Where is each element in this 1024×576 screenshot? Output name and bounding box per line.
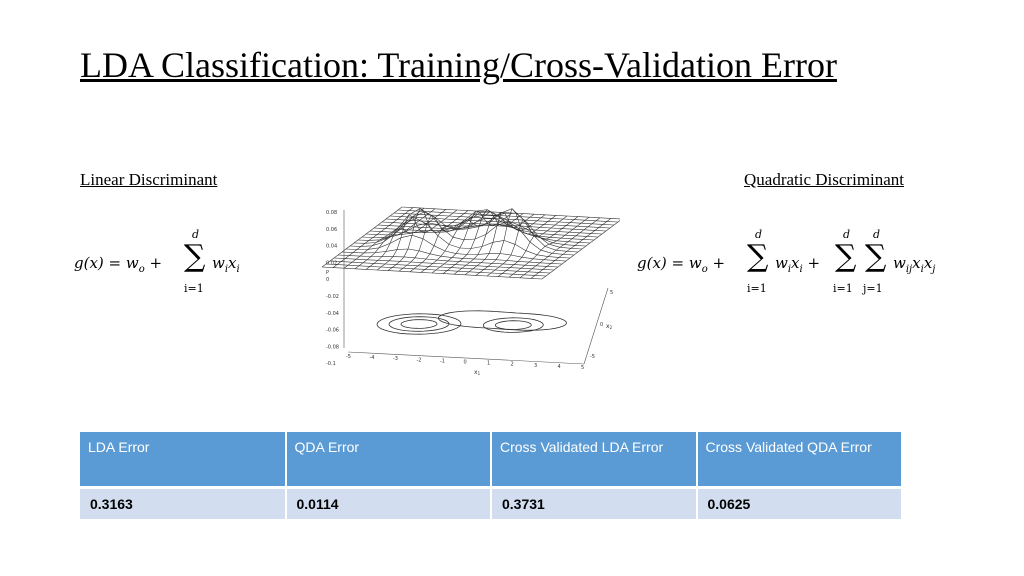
header-cv-qda-error: Cross Validated QDA Error [696, 432, 903, 489]
value-cv-qda-error: 0.0625 [696, 487, 903, 519]
mesh-line [385, 218, 607, 232]
error-table: LDA Error QDA Error Cross Validated LDA … [80, 432, 903, 519]
z-tick-label: -0.1 [326, 361, 336, 367]
contour-line [494, 320, 532, 330]
x-axis-label: x1 [474, 369, 481, 376]
quad-sum2-bottom: i=1 [833, 282, 853, 295]
surface-plot-figure: 0.08 0.06 0.04 0.02 0 -0.02 -0.04 -0.06 -0.08 -0.… [322, 206, 620, 376]
z-tick-label: -0.04 [326, 311, 339, 317]
mesh-line [442, 209, 524, 274]
mesh-line [381, 221, 603, 235]
table-header-row: LDA Error QDA Error Cross Validated LDA … [80, 432, 903, 489]
slide-title: LDA Classification: Training/Cross-Valid… [80, 45, 837, 85]
plot-axes [343, 210, 609, 365]
mesh-line [393, 212, 615, 226]
contour-lines [376, 310, 567, 335]
x-tick-label: -1 [440, 358, 445, 364]
linear-sum-bottom: i=1 [184, 282, 204, 295]
value-cv-lda-error: 0.3731 [491, 487, 698, 519]
quad-sum3-bottom: j=1 [863, 282, 883, 295]
header-cv-lda-error: Cross Validated LDA Error [491, 432, 698, 489]
quad-sum1-bottom: i=1 [747, 282, 767, 295]
linear-sum-top: d [192, 228, 200, 241]
axis-line [583, 287, 609, 365]
quad-sum1-top: d [755, 228, 763, 241]
mesh-line [497, 216, 579, 277]
z-tick-label: -0.02 [326, 294, 339, 300]
contour-line [482, 317, 544, 333]
z-tick-label: 0.04 [326, 244, 337, 250]
quad-sum2-symbol: ∑ [835, 239, 857, 274]
linear-sum-symbol: ∑ [184, 239, 206, 274]
y-tick-label: 0 [600, 322, 603, 328]
table-row: 0.3163 0.0114 0.3731 0.0625 [80, 487, 903, 519]
x-tick-label: 5 [581, 365, 584, 371]
contour-line [376, 313, 462, 335]
quad-sum3-top: d [873, 228, 881, 241]
mesh-line [345, 234, 567, 262]
mesh-line [401, 206, 620, 220]
z-tick-label: -0.08 [326, 344, 339, 350]
mesh-line [519, 217, 601, 279]
z-tick-label: 0 [326, 277, 329, 283]
linear-plus: + [149, 254, 163, 272]
surface-mesh [322, 206, 620, 280]
quad-sum1-symbol: ∑ [747, 239, 769, 274]
x-tick-label: 0 [464, 360, 467, 366]
mesh-line [373, 218, 595, 241]
quad-term3: wijxixj [893, 254, 936, 275]
contour-line [437, 310, 567, 331]
quad-term1: wixi + [775, 254, 821, 275]
contour-line [400, 319, 438, 329]
linear-formula: g(x) = wo + d ∑ i=1 wixi [74, 228, 274, 298]
z-tick-label: 0.02 [326, 260, 337, 266]
header-qda-error: QDA Error [285, 432, 492, 489]
axis-line [347, 351, 585, 365]
quad-sum2-top: d [843, 228, 851, 241]
linear-term: wixi [212, 254, 240, 275]
mesh-line [464, 212, 546, 276]
mesh-line [486, 215, 568, 277]
mesh-line [369, 211, 591, 244]
mesh-line [397, 209, 619, 223]
quadratic-formula: g(x) = wo + d ∑ i=1 wixi + d ∑ i=1 d ∑ j… [637, 228, 936, 295]
value-qda-error: 0.0114 [285, 487, 492, 519]
z-tick-label: -0.06 [326, 328, 339, 334]
z-tick-labels: 0.08 0.06 0.04 0.02 0 -0.02 -0.04 -0.06 -0.08 -0.… [326, 210, 339, 367]
x-tick-label: 2 [511, 362, 514, 368]
linear-lhs-sub: o [138, 264, 145, 275]
y-tick-label: -5 [590, 354, 595, 360]
header-lda-error: LDA Error [80, 432, 287, 489]
x-tick-label: 3 [534, 363, 537, 369]
x-tick-label: -3 [393, 356, 398, 362]
x-tick-label: -4 [370, 355, 375, 361]
x-tick-label: -2 [417, 357, 422, 363]
x-tick-label: 4 [558, 364, 561, 370]
contour-line [388, 316, 450, 332]
mesh-line [541, 220, 620, 280]
y-tick-labels: 5 0 -5 [590, 290, 613, 360]
x-tick-label: 1 [487, 361, 490, 367]
quad-sum3-symbol: ∑ [865, 239, 887, 274]
z-axis-label: P [326, 270, 329, 276]
value-lda-error: 0.3163 [80, 487, 287, 519]
quadratic-discriminant-label: Quadratic Discriminant [744, 170, 905, 189]
z-tick-label: 0.06 [326, 227, 337, 233]
y-axis-label: x2 [606, 323, 613, 330]
mesh-line [389, 215, 611, 229]
mesh-line [508, 216, 590, 278]
x-tick-label: -5 [346, 354, 351, 360]
z-tick-label: 0.08 [326, 210, 337, 216]
linear-discriminant-label: Linear Discriminant [80, 170, 218, 189]
mesh-line [530, 218, 612, 279]
mesh-line [453, 213, 535, 275]
x-tick-labels: -5 -4 -3 -2 -1 0 1 2 3 4 5 [346, 354, 584, 371]
y-tick-label: 5 [610, 290, 613, 296]
linear-lhs: g(x) = w [74, 254, 139, 272]
